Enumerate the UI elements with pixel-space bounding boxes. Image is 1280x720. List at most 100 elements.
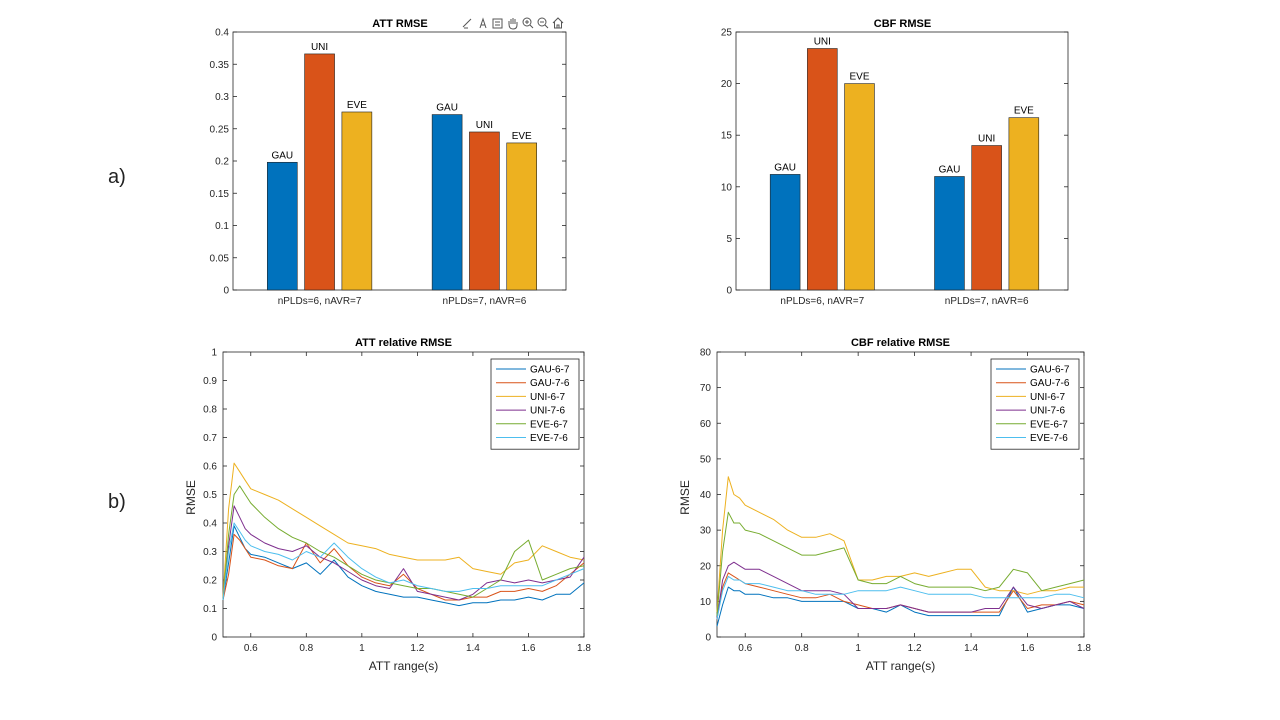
- zoom-in-icon[interactable]: [522, 17, 534, 29]
- ytick-label: 0.2: [215, 157, 229, 168]
- ytick-label: 0.35: [210, 60, 230, 71]
- ytick-label: 0.6: [203, 462, 217, 473]
- xtick-label: nPLDs=6, nAVR=7: [780, 296, 864, 307]
- legend-entry: UNI-7-6: [530, 406, 565, 417]
- bar-label: UNI: [814, 37, 831, 48]
- series-line-uni-6-7: [222, 462, 585, 598]
- bar-label: GAU: [939, 164, 961, 175]
- ytick-label: 40: [700, 490, 712, 501]
- ytick-label: 1: [211, 348, 217, 359]
- xtick-label: 1.4: [964, 643, 978, 654]
- xtick-label: 0.8: [795, 643, 809, 654]
- ytick-label: 5: [726, 234, 732, 245]
- ytick-label: 25: [721, 28, 733, 39]
- ytick-label: 0.05: [210, 253, 230, 264]
- ytick-label: 0.8: [203, 405, 217, 416]
- restore-lines: [495, 21, 500, 26]
- lens-glyph: [522, 17, 532, 27]
- legend: GAU-6-7 GAU-7-6 UNI-6-7 UNI-7-6 EVE-6-7 EVE-7…: [490, 358, 580, 450]
- home-icon[interactable]: [552, 17, 564, 29]
- ytick-label: 0.9: [203, 376, 217, 387]
- bar-label: EVE: [1014, 106, 1034, 117]
- ytick-label: 30: [700, 526, 712, 537]
- ytick-label: 0.5: [203, 490, 217, 501]
- chart-title: CBF RMSE: [874, 18, 931, 30]
- ytick-label: 50: [700, 454, 712, 465]
- legend-box: [990, 358, 1080, 450]
- series-line-gau-6-7: [222, 525, 585, 607]
- ytick-label: 0.3: [203, 547, 217, 558]
- brush-glyph: [462, 18, 472, 29]
- xtick-label: 1.2: [410, 643, 424, 654]
- bar-uni: [304, 53, 335, 291]
- bar-uni: [971, 145, 1002, 291]
- chart-title: ATT RMSE: [372, 18, 427, 30]
- bar-gau: [266, 161, 298, 291]
- bar-eve: [506, 142, 537, 291]
- bar-label: EVE: [347, 100, 367, 111]
- ytick-label: 0: [705, 633, 711, 644]
- datatip-glyph: [479, 17, 487, 29]
- ytick-label: 60: [700, 419, 712, 430]
- xtick-label: 1.6: [522, 643, 536, 654]
- legend-entry: UNI-6-7: [1030, 392, 1065, 403]
- lens-glyph: [537, 17, 547, 27]
- minus-glyph: [540, 21, 549, 29]
- pan-icon[interactable]: [508, 18, 518, 30]
- ytick-label: 0: [211, 633, 217, 644]
- bar-label: UNI: [311, 42, 328, 53]
- xtick-label: 1.8: [1077, 643, 1091, 654]
- chart-title: CBF relative RMSE: [851, 337, 950, 349]
- panel-label-b: b): [108, 491, 126, 513]
- restore-glyph: [492, 18, 503, 29]
- panel-label-a: a): [108, 166, 126, 188]
- bar-gau: [431, 114, 463, 291]
- figure-toolbar: [462, 17, 564, 30]
- ytick-label: 0.1: [215, 221, 229, 232]
- legend-entry: GAU-6-7: [1030, 365, 1070, 376]
- ytick-label: 15: [721, 131, 733, 142]
- legend-entry: EVE-7-6: [1030, 433, 1068, 444]
- legend-box: [490, 358, 580, 450]
- brush-icon[interactable]: [462, 18, 472, 29]
- xtick-label: 1.8: [577, 643, 591, 654]
- bar-eve: [1008, 117, 1040, 291]
- restore-icon[interactable]: [492, 18, 503, 29]
- ytick-label: 0.25: [210, 124, 230, 135]
- ytick-label: 10: [700, 597, 712, 608]
- series-line-uni-7-6: [716, 561, 1085, 620]
- bar-uni: [807, 48, 838, 291]
- ytick-label: 0.1: [203, 604, 217, 615]
- xtick-label: 1.6: [1021, 643, 1035, 654]
- bar-chart-0: 0 0.05 0.1 0.15 0.2 0.25 0.3 0.35 0.4 ATT RMSE nPL…: [210, 18, 567, 307]
- legend: GAU-6-7 GAU-7-6 UNI-6-7 UNI-7-6 EVE-6-7 EVE-7…: [990, 358, 1080, 450]
- zoom-out-icon[interactable]: [537, 17, 549, 29]
- data-tips-icon[interactable]: [479, 17, 487, 29]
- bar-label: UNI: [476, 120, 493, 131]
- line-chart-3: 0 10 20 30 40 50 60 70 80 0.6 0.8 1 1.2 1.4 1.6 1.8 CBF …: [678, 337, 1091, 673]
- bar-eve: [341, 111, 373, 291]
- xtick-label: 0.8: [299, 643, 313, 654]
- legend-entry: UNI-7-6: [1030, 406, 1065, 417]
- ytick-label: 0.2: [203, 576, 217, 587]
- series-line-uni-6-7: [716, 476, 1084, 613]
- series-line-eve-7-6: [716, 575, 1085, 620]
- series-line-eve-6-7: [716, 511, 1085, 616]
- series-line-eve-7-6: [222, 522, 585, 601]
- legend-entry: EVE-7-6: [530, 433, 568, 444]
- bar-label: UNI: [978, 134, 995, 145]
- ytick-label: 20: [700, 561, 712, 572]
- bar-eve: [844, 83, 875, 291]
- ytick-label: 20: [721, 79, 733, 90]
- ytick-label: 0.15: [210, 189, 230, 200]
- ytick-label: 0.4: [203, 519, 217, 530]
- ytick-label: 0: [223, 286, 229, 297]
- xtick-label: 1.4: [466, 643, 480, 654]
- legend-entry: GAU-7-6: [530, 378, 570, 389]
- bar-label: GAU: [774, 162, 796, 173]
- legend-entry: GAU-6-7: [530, 365, 570, 376]
- xtick-label: 1.2: [908, 643, 922, 654]
- ytick-label: 0: [726, 286, 732, 297]
- hand-glyph: [508, 18, 518, 30]
